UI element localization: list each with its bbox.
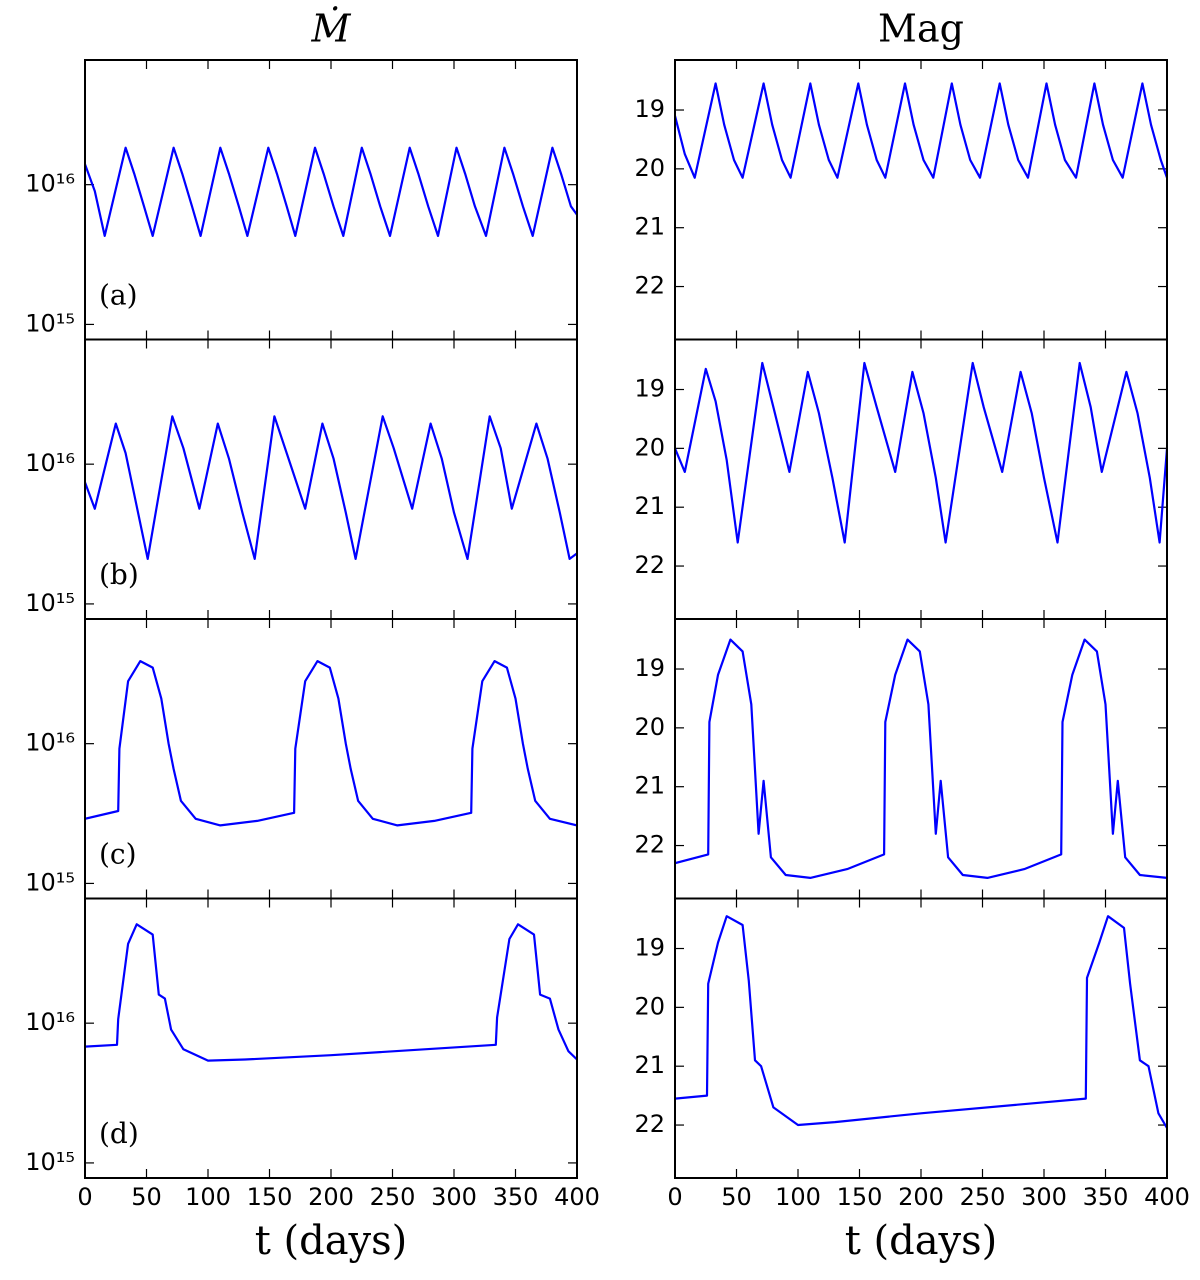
y-tick-label: 20 bbox=[634, 433, 665, 461]
y-tick-label: 10¹⁵ bbox=[25, 1148, 75, 1176]
x-axis-label: t (days) bbox=[845, 1218, 998, 1264]
axes-frame bbox=[674, 338, 1168, 620]
plot-area bbox=[85, 660, 577, 827]
y-tick-label: 22 bbox=[634, 272, 665, 300]
axes-frame bbox=[84, 897, 578, 1179]
y-tick-label: 20 bbox=[634, 992, 665, 1020]
y-tick-label: 21 bbox=[634, 492, 665, 520]
x-tick-label: 350 bbox=[493, 1183, 539, 1211]
data-line bbox=[675, 638, 1167, 879]
plot-area bbox=[675, 638, 1167, 879]
x-tick-label: 50 bbox=[721, 1183, 752, 1211]
plot-area bbox=[85, 146, 577, 237]
x-tick-label: 400 bbox=[554, 1183, 600, 1211]
y-tick-label: 22 bbox=[634, 1110, 665, 1138]
x-tick-label: 200 bbox=[898, 1183, 944, 1211]
plot-area bbox=[85, 415, 577, 560]
x-tick-label: 100 bbox=[185, 1183, 231, 1211]
y-tick-label: 22 bbox=[634, 551, 665, 579]
plot-area bbox=[675, 361, 1167, 544]
panel-label: (a) bbox=[99, 279, 138, 312]
y-tick-label: 10¹⁶ bbox=[25, 1008, 75, 1036]
column-title: Mag bbox=[878, 7, 964, 51]
y-tick-label: 10¹⁵ bbox=[25, 589, 75, 617]
data-line bbox=[675, 82, 1167, 179]
y-tick-label: 21 bbox=[634, 772, 665, 800]
plot-area bbox=[675, 915, 1167, 1129]
y-tick-label: 19 bbox=[634, 95, 665, 123]
axes-frame bbox=[84, 338, 578, 620]
x-axis-label: t (days) bbox=[255, 1218, 408, 1264]
panel-label: (b) bbox=[99, 558, 139, 591]
y-tick-label: 20 bbox=[634, 713, 665, 741]
x-tick-label: 0 bbox=[77, 1183, 92, 1211]
y-tick-label: 21 bbox=[634, 1051, 665, 1079]
y-tick-label: 10¹⁶ bbox=[25, 449, 75, 477]
y-tick-label: 19 bbox=[634, 654, 665, 682]
x-tick-label: 300 bbox=[1021, 1183, 1067, 1211]
x-tick-label: 0 bbox=[667, 1183, 682, 1211]
plot-area bbox=[675, 82, 1167, 179]
axes-frame bbox=[674, 59, 1168, 341]
x-tick-label: 200 bbox=[308, 1183, 354, 1211]
data-line bbox=[85, 146, 577, 237]
y-tick-label: 21 bbox=[634, 213, 665, 241]
panel-label: (c) bbox=[99, 838, 137, 871]
x-tick-label: 150 bbox=[247, 1183, 293, 1211]
data-line bbox=[85, 660, 577, 827]
axes-frame bbox=[674, 897, 1168, 1179]
x-tick-label: 350 bbox=[1083, 1183, 1129, 1211]
x-tick-label: 150 bbox=[837, 1183, 883, 1211]
y-tick-label: 10¹⁶ bbox=[25, 170, 75, 198]
y-tick-label: 22 bbox=[634, 831, 665, 859]
y-tick-label: 19 bbox=[634, 375, 665, 403]
x-tick-label: 50 bbox=[131, 1183, 162, 1211]
data-line bbox=[675, 915, 1167, 1129]
x-tick-label: 300 bbox=[431, 1183, 477, 1211]
x-tick-label: 100 bbox=[775, 1183, 821, 1211]
y-tick-label: 10¹⁵ bbox=[25, 868, 75, 896]
y-tick-label: 20 bbox=[634, 154, 665, 182]
x-tick-label: 250 bbox=[370, 1183, 416, 1211]
y-tick-label: 10¹⁶ bbox=[25, 729, 75, 757]
panel-label: (d) bbox=[99, 1117, 139, 1150]
data-line bbox=[85, 415, 577, 560]
data-line bbox=[675, 361, 1167, 544]
plot-area bbox=[85, 923, 577, 1062]
x-tick-label: 250 bbox=[960, 1183, 1006, 1211]
y-tick-label: 10¹⁵ bbox=[25, 309, 75, 337]
x-tick-label: 400 bbox=[1144, 1183, 1190, 1211]
data-line bbox=[85, 923, 577, 1062]
y-tick-label: 19 bbox=[634, 934, 665, 962]
axes-frame bbox=[84, 618, 578, 900]
column-title: Ṁ bbox=[311, 7, 352, 51]
